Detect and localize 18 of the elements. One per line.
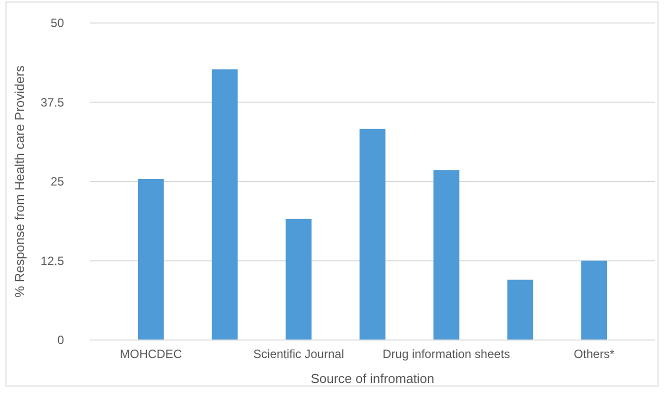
x-tick-label: Others* (574, 347, 615, 361)
x-axis-title: Source of infromation (310, 371, 434, 386)
bar (286, 218, 312, 340)
x-tick-label: Drug information sheets (382, 347, 510, 361)
y-axis-title: % Response from Health care Providers (12, 65, 27, 298)
y-tick-label: 25 (50, 174, 64, 189)
bar (360, 128, 386, 340)
y-tick-label: 37.5 (40, 95, 64, 110)
x-tick-label: Scientific Journal (253, 347, 344, 361)
bar (507, 280, 534, 340)
y-tick-label: 12.5 (40, 254, 64, 268)
bar (138, 178, 164, 340)
x-tick-label: MOHCDEC (120, 347, 182, 361)
y-tick-label: 50 (50, 16, 64, 30)
y-tick-label: 0 (57, 333, 64, 348)
bar (581, 260, 607, 340)
bar (433, 170, 460, 340)
bar (212, 69, 238, 340)
